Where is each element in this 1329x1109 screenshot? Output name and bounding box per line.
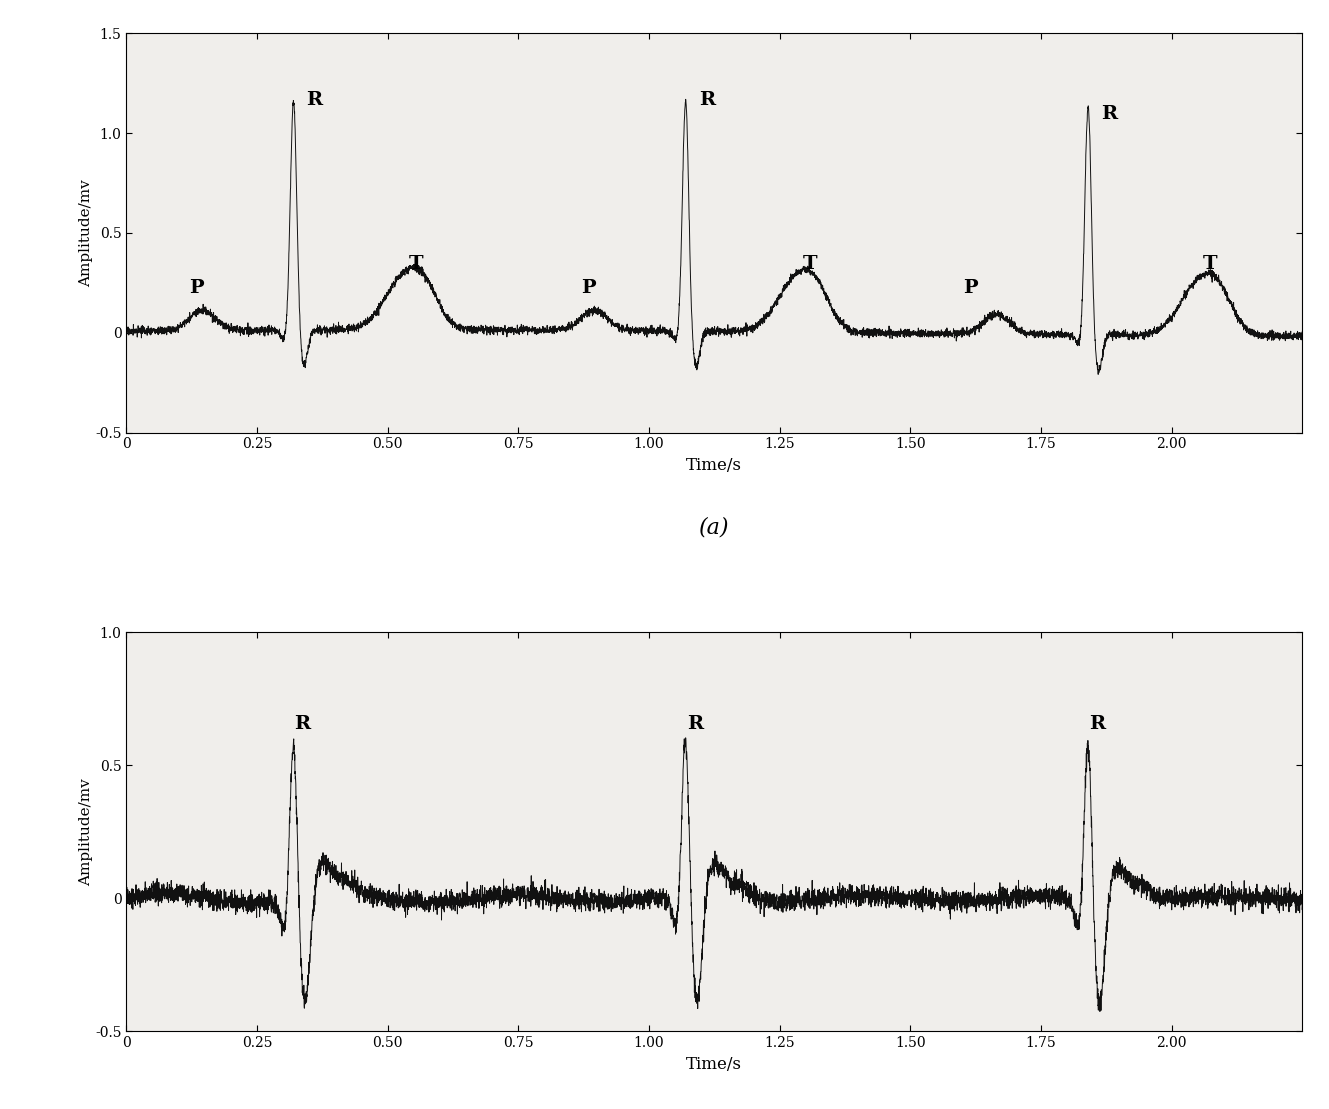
Text: R: R bbox=[687, 715, 703, 733]
Text: R: R bbox=[1102, 105, 1118, 123]
Text: P: P bbox=[581, 278, 595, 297]
Text: R: R bbox=[1090, 715, 1106, 733]
Y-axis label: Amplitude/mv: Amplitude/mv bbox=[80, 777, 93, 886]
Text: R: R bbox=[295, 715, 311, 733]
Text: P: P bbox=[962, 278, 977, 297]
Text: (a): (a) bbox=[699, 517, 730, 538]
X-axis label: Time/s: Time/s bbox=[686, 1056, 743, 1072]
Text: T: T bbox=[408, 255, 423, 273]
Text: T: T bbox=[1203, 255, 1217, 273]
Text: T: T bbox=[803, 255, 817, 273]
Text: R: R bbox=[307, 91, 323, 109]
X-axis label: Time/s: Time/s bbox=[686, 457, 743, 474]
Text: P: P bbox=[189, 278, 203, 297]
Y-axis label: Amplitude/mv: Amplitude/mv bbox=[80, 179, 93, 287]
Text: R: R bbox=[699, 91, 715, 109]
